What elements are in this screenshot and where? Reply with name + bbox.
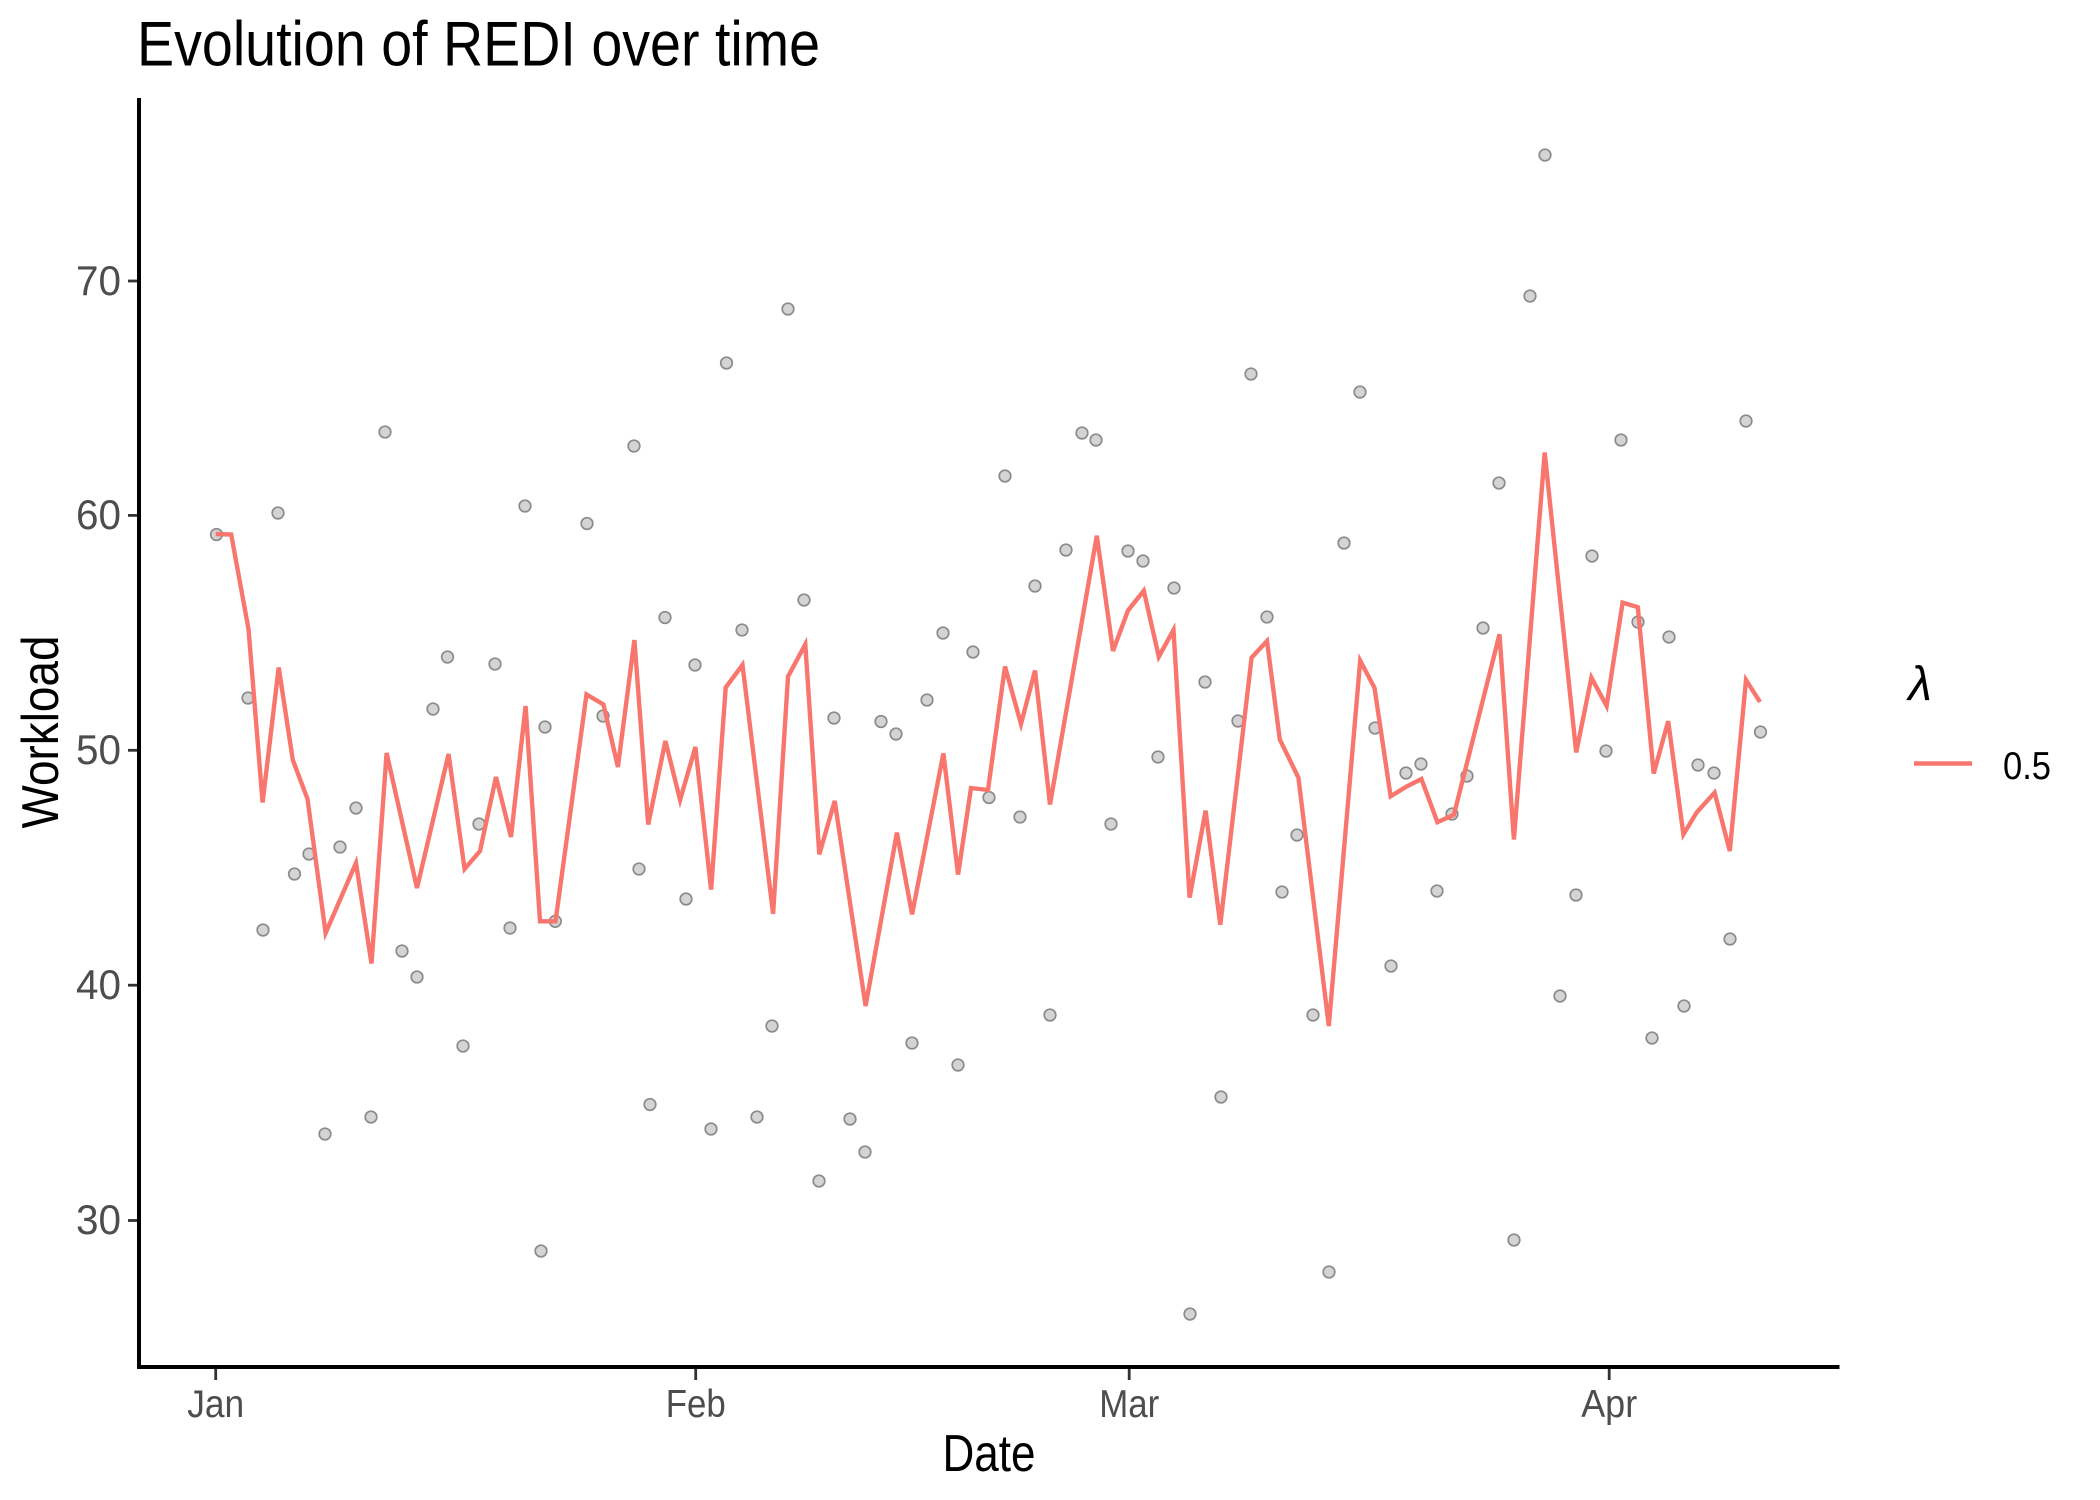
svg-text:Apr: Apr (1581, 1383, 1637, 1426)
svg-text:30: 30 (76, 1196, 121, 1243)
svg-text:Evolution of REDI over time: Evolution of REDI over time (137, 10, 820, 80)
svg-text:Feb: Feb (666, 1383, 726, 1426)
svg-text:Date: Date (943, 1425, 1036, 1483)
svg-text:Jan: Jan (187, 1383, 244, 1426)
svg-text:60: 60 (76, 491, 121, 538)
svg-text:50: 50 (76, 726, 121, 773)
svg-text:Workload: Workload (12, 636, 70, 829)
svg-text:Mar: Mar (1099, 1383, 1159, 1426)
svg-text:0.5: 0.5 (2003, 745, 2051, 788)
svg-text:λ: λ (1905, 658, 1932, 711)
svg-text:70: 70 (76, 257, 121, 304)
svg-text:40: 40 (76, 961, 121, 1008)
